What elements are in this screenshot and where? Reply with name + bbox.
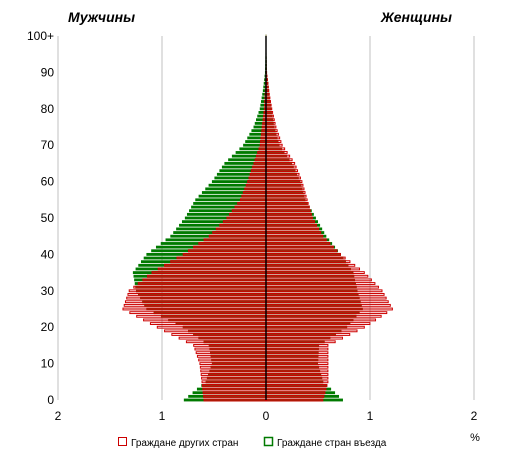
bars-group (123, 35, 392, 402)
y-tick-label: 20 (41, 320, 55, 334)
legend-swatch-entry (265, 438, 273, 446)
x-axis-label: % (470, 432, 480, 444)
legend-label-entry: Граждане стран въезда (277, 438, 387, 449)
y-tick-label: 0 (47, 393, 54, 407)
y-tick-label: 40 (41, 247, 55, 261)
y-tick-label: 90 (41, 65, 55, 79)
y-tick-label: 30 (41, 284, 55, 298)
x-tick-label: 2 (471, 409, 478, 423)
y-tick-label: 10 (41, 357, 55, 371)
y-tick-label: 100+ (27, 29, 54, 43)
y-tick-label: 70 (41, 138, 55, 152)
x-tick-label: 1 (159, 409, 166, 423)
y-tick-label: 80 (41, 102, 55, 116)
legend: Граждане других стран Граждане стран въез… (119, 438, 387, 450)
side-label-left: Мужчины (68, 9, 135, 25)
y-tick-label: 50 (41, 211, 55, 225)
x-tick-label: 0 (263, 409, 270, 423)
x-tick-label: 2 (55, 409, 62, 423)
y-tick-label: 60 (41, 175, 55, 189)
x-tick-label: 1 (367, 409, 374, 423)
legend-swatch-foreign (119, 438, 127, 446)
legend-label-foreign: Граждане других стран (131, 438, 238, 449)
side-label-right: Женщины (380, 9, 452, 25)
